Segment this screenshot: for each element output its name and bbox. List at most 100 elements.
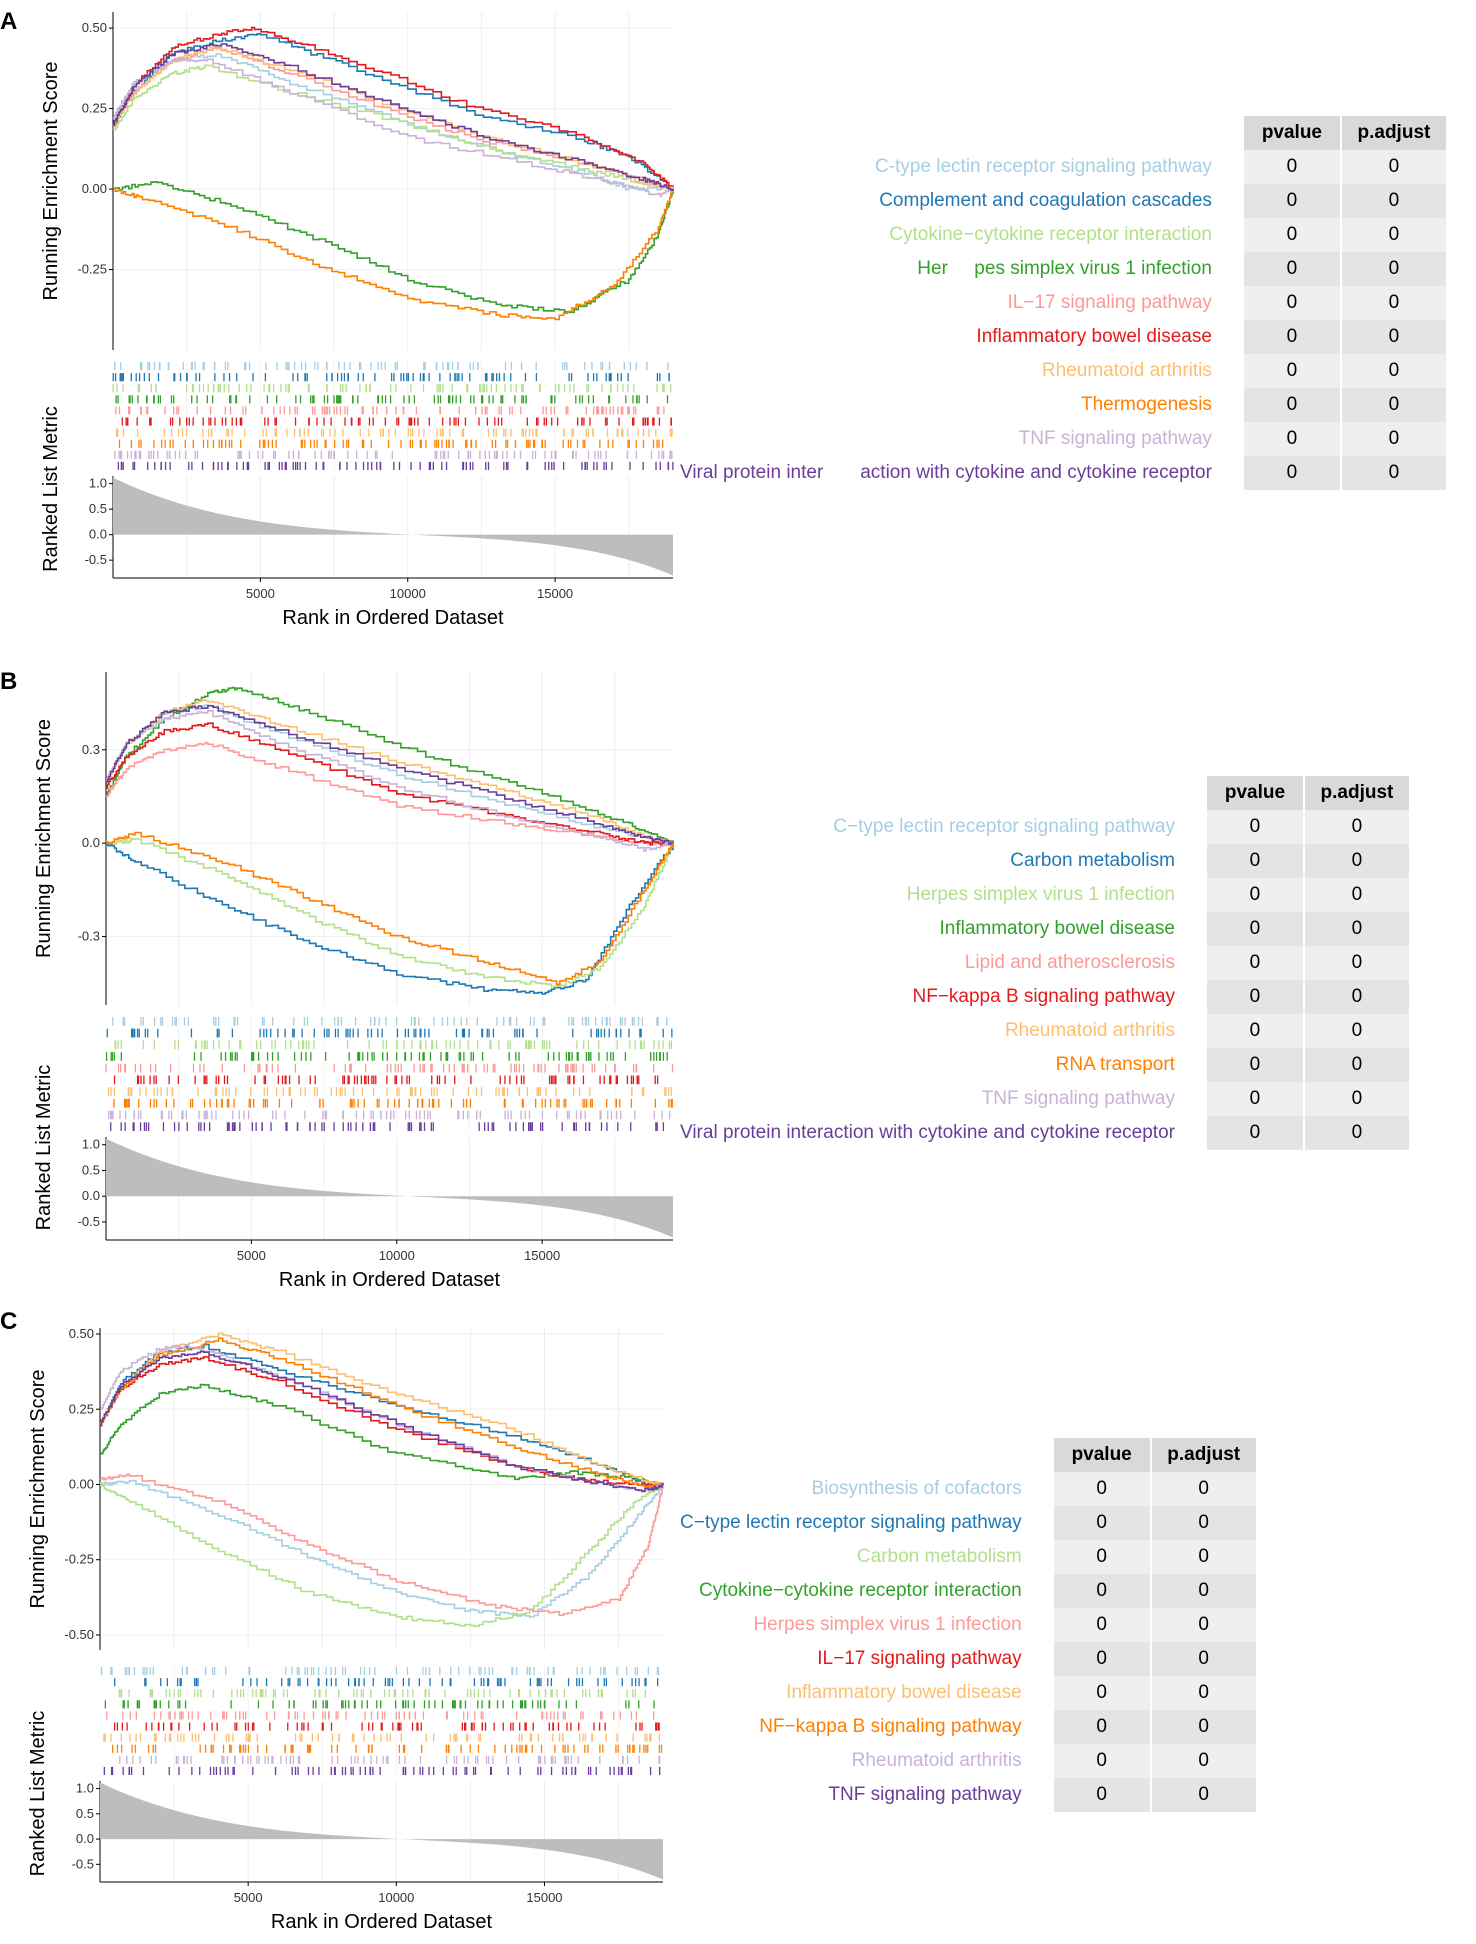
results-table: pvalue p.adjust C−type lectin receptor si…	[680, 776, 1411, 1150]
hit-ticks	[118, 1689, 647, 1698]
pathway-name: Herpes simplex virus 1 infection	[680, 1608, 1054, 1642]
pvalue-cell: 0	[1242, 218, 1342, 252]
pvalue-cell: 0	[1205, 1082, 1305, 1116]
table-row: Rheumatoid arthritis 0 0	[680, 1014, 1411, 1048]
pathway-name: Inflammatory bowel disease	[680, 1676, 1054, 1710]
hit-ticks	[106, 1711, 655, 1720]
x-tick-label: 5000	[234, 1890, 263, 1905]
es-line	[113, 43, 674, 191]
pathway-name: Rheumatoid arthritis	[680, 354, 1244, 388]
pathway-name: Inflammatory bowel disease	[680, 912, 1207, 946]
es-line	[113, 181, 674, 314]
hit-ticks	[111, 1744, 663, 1753]
es-line	[106, 831, 674, 986]
metric-tick-label: 0.0	[76, 1831, 94, 1846]
padjust-cell: 0	[1340, 456, 1448, 490]
pvalue-cell: 0	[1052, 1506, 1152, 1540]
table-row: Viral protein inter action with cytokine…	[680, 456, 1448, 490]
padjust-header: p.adjust	[1340, 116, 1448, 150]
table-row: TNF signaling pathway 0 0	[680, 1082, 1411, 1116]
padjust-cell: 0	[1303, 1014, 1411, 1048]
padjust-header: p.adjust	[1303, 776, 1411, 810]
panel-label: B	[0, 668, 18, 695]
pathway-name: Herpes simplex virus 1 infection	[680, 878, 1207, 912]
pathway-name: NF−kappa B signaling pathway	[680, 980, 1207, 1014]
pvalue-cell: 0	[1205, 912, 1305, 946]
pathway-name: Complement and coagulation cascades	[680, 184, 1244, 218]
pvalue-cell: 0	[1242, 388, 1342, 422]
pvalue-cell: 0	[1205, 980, 1305, 1014]
hit-ticks	[115, 395, 669, 404]
hit-ticks	[117, 461, 674, 470]
metric-tick-label: 1.0	[82, 1137, 100, 1152]
padjust-cell: 0	[1303, 1082, 1411, 1116]
es-line	[100, 1332, 664, 1486]
table-row: Complement and coagulation cascades 0 0	[680, 184, 1448, 218]
hit-ticks	[118, 439, 664, 448]
table-row: Cytokine−cytokine receptor interaction 0 0	[680, 1574, 1258, 1608]
es-line	[106, 722, 674, 846]
gsea-chart: 0.3 0.0 -0.3 1.0 0.5 0.0 -0.5 5000 10000 15000 Ran…	[33, 672, 674, 1291]
y-tick-label: 0.00	[82, 181, 107, 196]
pathway-name: Viral protein inter action with cytokine…	[680, 456, 1244, 490]
table-row: TNF signaling pathway 0 0	[680, 1778, 1258, 1812]
metric-axis-title: Ranked List Metric	[33, 1065, 55, 1231]
panel-label: A	[0, 8, 18, 35]
table-row: Carbon metabolism 0 0	[680, 1540, 1258, 1574]
pathway-name: TNF signaling pathway	[680, 1778, 1054, 1812]
hit-ticks	[103, 1733, 661, 1742]
pvalue-cell: 0	[1242, 354, 1342, 388]
padjust-cell: 0	[1303, 810, 1411, 844]
hit-ticks	[114, 450, 673, 459]
table-row: Carbon metabolism 0 0	[680, 844, 1411, 878]
pvalue-cell: 0	[1052, 1676, 1152, 1710]
table-row: TNF signaling pathway 0 0	[680, 422, 1448, 456]
padjust-cell: 0	[1340, 388, 1448, 422]
pathway-name: TNF signaling pathway	[680, 422, 1244, 456]
table-row: RNA transport 0 0	[680, 1048, 1411, 1082]
padjust-cell: 0	[1340, 286, 1448, 320]
x-tick-label: 15000	[537, 586, 573, 601]
padjust-cell: 0	[1340, 320, 1448, 354]
results-table: pvalue p.adjust C-type lectin receptor si…	[680, 116, 1448, 490]
es-line	[106, 704, 674, 845]
x-axis-title: Rank in Ordered Dataset	[271, 1911, 493, 1933]
es-line	[106, 704, 674, 845]
x-axis-title: Rank in Ordered Dataset	[279, 1269, 501, 1291]
padjust-cell: 0	[1303, 980, 1411, 1014]
table-row: Rheumatoid arthritis 0 0	[680, 1744, 1258, 1778]
padjust-cell: 0	[1340, 422, 1448, 456]
pvalue-cell: 0	[1242, 320, 1342, 354]
pathway-name: Cytokine−cytokine receptor interaction	[680, 1574, 1054, 1608]
es-line	[106, 741, 674, 846]
pvalue-cell: 0	[1205, 844, 1305, 878]
table-row: Thermogenesis 0 0	[680, 388, 1448, 422]
padjust-cell: 0	[1150, 1676, 1258, 1710]
metric-tick-label: 0.0	[82, 1188, 100, 1203]
table-row: Inflammatory bowel disease 0 0	[680, 1676, 1258, 1710]
metric-tick-label: -0.5	[78, 1214, 100, 1229]
hit-ticks	[121, 417, 672, 426]
y-tick-label: -0.50	[64, 1627, 94, 1642]
pvalue-cell: 0	[1052, 1778, 1152, 1812]
hit-ticks	[105, 1063, 674, 1073]
padjust-cell: 0	[1303, 1048, 1411, 1082]
padjust-cell: 0	[1303, 912, 1411, 946]
table-row: Her pes simplex virus 1 infection 0 0	[680, 252, 1448, 286]
pvalue-cell: 0	[1242, 184, 1342, 218]
table-row: Cytokine−cytokine receptor interaction 0 0	[680, 218, 1448, 252]
x-tick-label: 15000	[526, 1890, 562, 1905]
metric-tick-label: 0.5	[89, 501, 107, 516]
hit-ticks	[115, 406, 665, 415]
metric-tick-label: 1.0	[89, 476, 107, 491]
hit-ticks	[112, 1017, 668, 1026]
pathway-name: C-type lectin receptor signaling pathway	[680, 150, 1244, 184]
padjust-cell: 0	[1150, 1574, 1258, 1608]
pathway-name: IL−17 signaling pathway	[680, 286, 1244, 320]
padjust-cell: 0	[1303, 1116, 1411, 1150]
pathway-name: Carbon metabolism	[680, 1540, 1054, 1574]
metric-tick-label: 0.0	[89, 527, 107, 542]
pathway-name: IL−17 signaling pathway	[680, 1642, 1054, 1676]
metric-tick-label: 0.5	[82, 1162, 100, 1177]
hit-ticks	[116, 428, 673, 437]
